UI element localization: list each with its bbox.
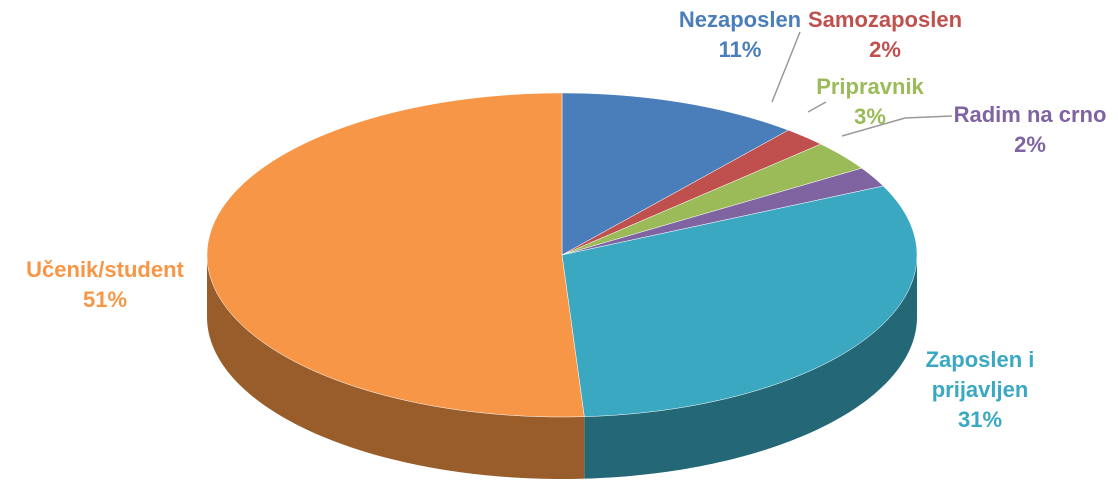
value-label: 2% [869, 37, 901, 62]
leader-line [807, 101, 827, 113]
category-label: Nezaposlen [678, 7, 802, 32]
value-label: 31% [957, 407, 1003, 432]
data-label: Pripravnik 3% [800, 72, 940, 132]
value-label: 51% [82, 287, 128, 312]
pie-side [207, 255, 585, 479]
pie-slice [561, 185, 918, 417]
value-label: 2% [1014, 132, 1046, 157]
value-label: 3% [854, 104, 886, 129]
category-label: Zaposlen i prijavljen [925, 347, 1035, 402]
category-label: Učenik/student [26, 257, 184, 282]
pie-slice [206, 92, 585, 418]
pie-slice [561, 143, 863, 256]
pie-side [584, 255, 917, 479]
category-label: Radim na crno [953, 102, 1107, 127]
value-label: 11% [718, 37, 762, 62]
leader-line [841, 115, 953, 137]
data-label: Nezaposlen 11% [660, 5, 820, 65]
category-label: Pripravnik [816, 74, 924, 99]
leader-line [771, 31, 801, 103]
data-label: Zaposlen i prijavljen 31% [900, 345, 1060, 435]
data-label: Učenik/student 51% [0, 255, 210, 315]
pie-slice [561, 167, 884, 256]
data-label: Samozaposlen 2% [800, 5, 970, 65]
category-label: Samozaposlen [807, 7, 963, 32]
data-label: Radim na crno 2% [940, 100, 1118, 160]
pie-slice [561, 92, 789, 256]
pie-slice [561, 129, 822, 256]
